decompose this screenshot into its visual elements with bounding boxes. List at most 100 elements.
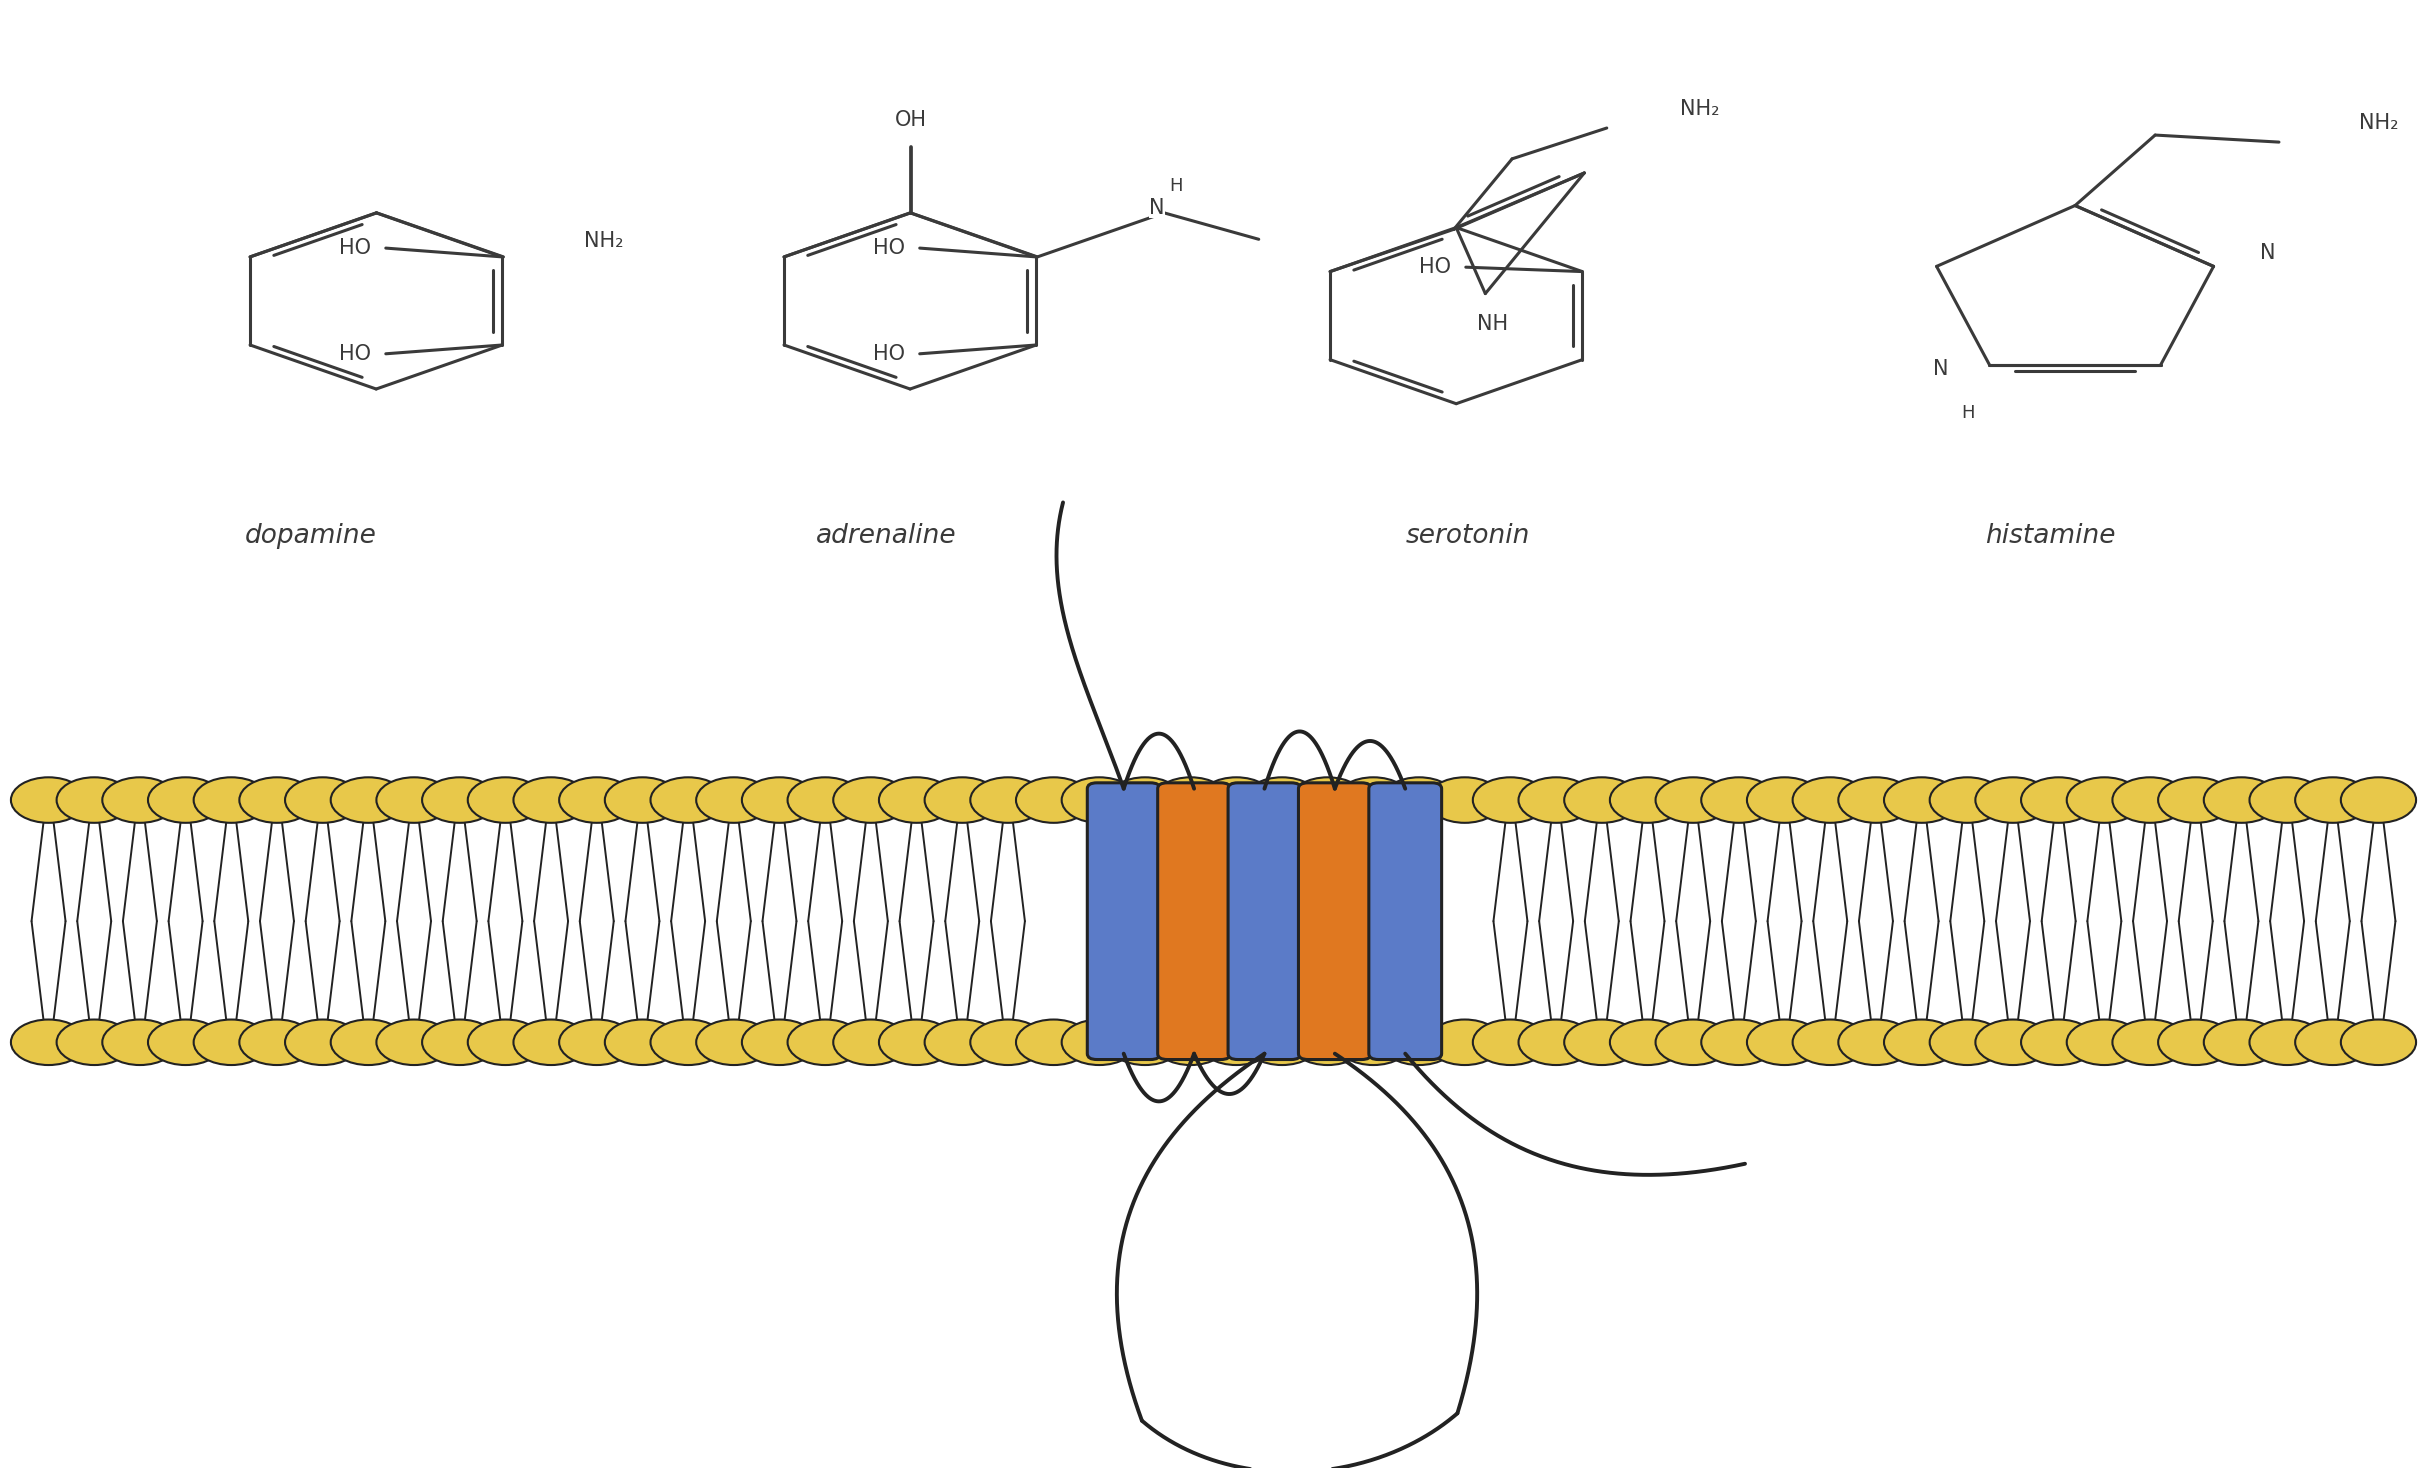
Circle shape	[2111, 778, 2187, 822]
Circle shape	[1747, 1019, 1823, 1066]
Circle shape	[786, 1019, 864, 1066]
Circle shape	[697, 778, 772, 822]
Circle shape	[194, 778, 269, 822]
Text: serotonin: serotonin	[1405, 523, 1531, 549]
Circle shape	[2204, 1019, 2279, 1066]
Circle shape	[2068, 1019, 2143, 1066]
Text: histamine: histamine	[1985, 523, 2116, 549]
Circle shape	[1381, 778, 1456, 822]
Circle shape	[1837, 778, 1912, 822]
Circle shape	[697, 1019, 772, 1066]
Circle shape	[971, 778, 1046, 822]
Circle shape	[56, 1019, 131, 1066]
Circle shape	[1381, 1019, 1456, 1066]
Circle shape	[1976, 1019, 2051, 1066]
Circle shape	[1701, 778, 1777, 822]
Circle shape	[1655, 778, 1730, 822]
Circle shape	[1473, 778, 1548, 822]
Circle shape	[743, 1019, 818, 1066]
Circle shape	[2022, 778, 2097, 822]
Text: adrenaline: adrenaline	[815, 523, 956, 549]
Circle shape	[2296, 1019, 2371, 1066]
Circle shape	[1519, 778, 1595, 822]
Circle shape	[1153, 778, 1228, 822]
Circle shape	[148, 778, 223, 822]
Circle shape	[1563, 778, 1641, 822]
Text: NH₂: NH₂	[2359, 113, 2398, 132]
Circle shape	[1199, 778, 1274, 822]
Text: NH₂: NH₂	[582, 230, 624, 251]
Circle shape	[148, 1019, 223, 1066]
Circle shape	[1291, 778, 1366, 822]
Circle shape	[1473, 1019, 1548, 1066]
Circle shape	[1335, 778, 1410, 822]
Text: HO: HO	[874, 238, 905, 258]
Circle shape	[1609, 778, 1684, 822]
Circle shape	[2068, 778, 2143, 822]
Circle shape	[1199, 1019, 1274, 1066]
Circle shape	[515, 778, 590, 822]
FancyBboxPatch shape	[1369, 782, 1442, 1060]
Circle shape	[2250, 1019, 2325, 1066]
Circle shape	[1929, 1019, 2005, 1066]
Circle shape	[1794, 1019, 1869, 1066]
Circle shape	[971, 1019, 1046, 1066]
Text: HO: HO	[1420, 257, 1451, 277]
Circle shape	[468, 778, 544, 822]
Circle shape	[56, 778, 131, 822]
Circle shape	[925, 778, 1000, 822]
Circle shape	[2022, 1019, 2097, 1066]
Circle shape	[12, 1019, 87, 1066]
Circle shape	[1563, 1019, 1641, 1066]
Circle shape	[1017, 778, 1092, 822]
Circle shape	[284, 1019, 359, 1066]
Circle shape	[1655, 1019, 1730, 1066]
FancyBboxPatch shape	[1158, 782, 1230, 1060]
Circle shape	[2158, 778, 2233, 822]
Circle shape	[1153, 1019, 1228, 1066]
Circle shape	[1883, 778, 1959, 822]
FancyBboxPatch shape	[1228, 782, 1301, 1060]
Text: N: N	[1148, 198, 1165, 219]
Text: H: H	[1961, 404, 1976, 423]
Circle shape	[650, 1019, 726, 1066]
Circle shape	[1061, 1019, 1136, 1066]
Circle shape	[194, 1019, 269, 1066]
Circle shape	[240, 778, 316, 822]
Circle shape	[240, 1019, 316, 1066]
Circle shape	[786, 778, 864, 822]
Circle shape	[1245, 778, 1320, 822]
FancyBboxPatch shape	[1087, 782, 1160, 1060]
Circle shape	[1335, 1019, 1410, 1066]
Text: HO: HO	[340, 238, 371, 258]
Text: dopamine: dopamine	[245, 523, 376, 549]
Circle shape	[1245, 1019, 1320, 1066]
Circle shape	[330, 778, 405, 822]
Circle shape	[468, 1019, 544, 1066]
Circle shape	[2340, 778, 2417, 822]
Circle shape	[12, 778, 87, 822]
Circle shape	[102, 1019, 177, 1066]
Circle shape	[1883, 1019, 1959, 1066]
Circle shape	[1427, 778, 1502, 822]
Circle shape	[925, 1019, 1000, 1066]
Circle shape	[422, 778, 498, 822]
Circle shape	[2340, 1019, 2417, 1066]
Circle shape	[2250, 778, 2325, 822]
Text: NH₂: NH₂	[1679, 98, 1718, 119]
Circle shape	[1609, 1019, 1684, 1066]
Circle shape	[1929, 778, 2005, 822]
Circle shape	[1061, 778, 1136, 822]
Circle shape	[604, 778, 680, 822]
Circle shape	[284, 778, 359, 822]
Circle shape	[604, 1019, 680, 1066]
Circle shape	[2204, 778, 2279, 822]
Circle shape	[376, 778, 451, 822]
Text: N: N	[1934, 360, 1949, 379]
Circle shape	[102, 778, 177, 822]
Circle shape	[558, 1019, 633, 1066]
Text: HO: HO	[340, 344, 371, 364]
FancyBboxPatch shape	[1298, 782, 1371, 1060]
Circle shape	[1976, 778, 2051, 822]
Text: OH: OH	[896, 110, 927, 131]
